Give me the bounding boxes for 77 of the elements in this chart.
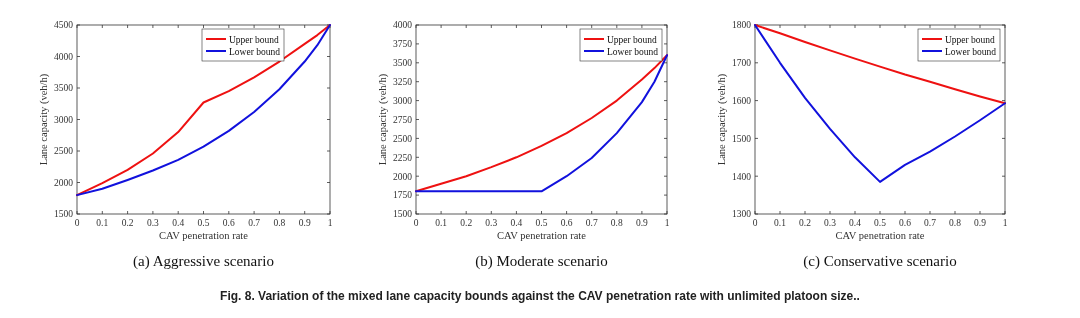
x-tick-label: 0.5 [874, 218, 887, 228]
y-tick-label: 1400 [732, 171, 752, 182]
y-tick-label: 1500 [393, 209, 413, 220]
x-tick-label: 0.5 [535, 218, 548, 228]
x-tick-label: 0.3 [485, 218, 498, 228]
x-axis-title: CAV penetration rate [497, 230, 587, 241]
line-series [415, 54, 668, 193]
legend-label: Upper bound [607, 34, 658, 45]
y-tick-label: 4000 [54, 51, 74, 62]
x-tick-label: 0.6 [899, 218, 912, 228]
x-tick-label: 0.6 [222, 218, 235, 228]
x-tick-label: 0.2 [799, 218, 812, 228]
x-tick-label: 1 [1002, 218, 1008, 228]
legend-label: Lower bound [607, 46, 659, 57]
x-tick-label: 0.7 [248, 218, 261, 228]
legend-label: Lower bound [229, 46, 281, 57]
x-tick-label: 1 [664, 218, 670, 228]
y-tick-label: 4500 [54, 20, 74, 31]
x-tick-label: 0.4 [172, 218, 185, 228]
y-tick-label: 1300 [732, 209, 752, 220]
y-tick-label: 4000 [393, 20, 413, 31]
x-tick-label: 0.6 [560, 218, 573, 228]
y-tick-label: 1800 [732, 20, 752, 31]
y-axis-title: Lane capacity (veh/h) [377, 73, 389, 166]
x-tick-label: 0.8 [610, 218, 623, 228]
line-series [76, 24, 331, 197]
y-tick-label: 2250 [393, 152, 413, 163]
x-tick-label: 0.1 [96, 218, 109, 228]
y-tick-label: 3000 [54, 114, 74, 125]
y-tick-label: 1500 [732, 133, 752, 144]
y-tick-label: 3750 [393, 39, 413, 50]
x-tick-label: 0.2 [121, 218, 134, 228]
y-tick-label: 1500 [54, 209, 74, 220]
x-tick-label: 0.2 [460, 218, 473, 228]
x-tick-label: 0.3 [824, 218, 837, 228]
y-tick-label: 1750 [393, 190, 413, 201]
x-tick-label: 1 [327, 218, 333, 228]
x-tick-label: 0 [74, 218, 80, 228]
x-tick-label: 0.9 [974, 218, 987, 228]
y-tick-label: 2750 [393, 114, 413, 125]
x-tick-label: 0.5 [197, 218, 210, 228]
x-tick-label: 0.9 [635, 218, 649, 228]
x-tick-label: 0.1 [435, 218, 448, 228]
x-tick-label: 0.1 [774, 218, 787, 228]
x-axis-title: CAV penetration rate [159, 230, 249, 241]
text: (b) Moderate scenario [475, 253, 608, 270]
line-series [754, 24, 1006, 105]
y-tick-label: 2500 [54, 146, 74, 157]
y-tick-label: 3500 [54, 83, 74, 94]
y-tick-label: 3250 [393, 77, 413, 87]
line-series [754, 24, 1006, 183]
y-tick-label: 3000 [393, 95, 413, 106]
x-axis-title: CAV penetration rate [835, 230, 925, 241]
y-tick-label: 2000 [393, 171, 413, 182]
x-tick-label: 0.4 [510, 218, 523, 228]
x-tick-label: 0.3 [146, 218, 160, 228]
text: (a) Aggressive scenario [133, 253, 274, 270]
x-tick-label: 0 [752, 218, 758, 228]
x-tick-label: 0.7 [924, 218, 937, 228]
x-tick-label: 0 [413, 218, 419, 228]
x-tick-label: 0.8 [273, 218, 286, 228]
y-axis-title: Lane capacity (veh/h) [716, 73, 728, 166]
legend-label: Upper bound [945, 34, 996, 45]
y-tick-label: 1600 [732, 95, 752, 106]
y-axis-title: Lane capacity (veh/h) [38, 73, 50, 166]
y-tick-label: 1700 [732, 58, 752, 69]
y-tick-label: 3500 [393, 58, 413, 69]
legend-label: Lower bound [945, 46, 997, 57]
y-tick-label: 2500 [393, 133, 413, 144]
caption: Fig. 8. Variation of the mixed lane capacity bounds against the CAV penetration rate with unlimited platoon size.. [220, 289, 860, 303]
x-tick-label: 0.7 [585, 218, 598, 228]
y-tick-label: 2000 [54, 177, 74, 188]
x-tick-label: 0.4 [849, 218, 862, 228]
text: (c) Conservative scenario [803, 253, 957, 270]
x-tick-label: 0.9 [298, 218, 311, 228]
legend-label: Upper bound [229, 34, 280, 45]
x-tick-label: 0.8 [949, 218, 962, 228]
